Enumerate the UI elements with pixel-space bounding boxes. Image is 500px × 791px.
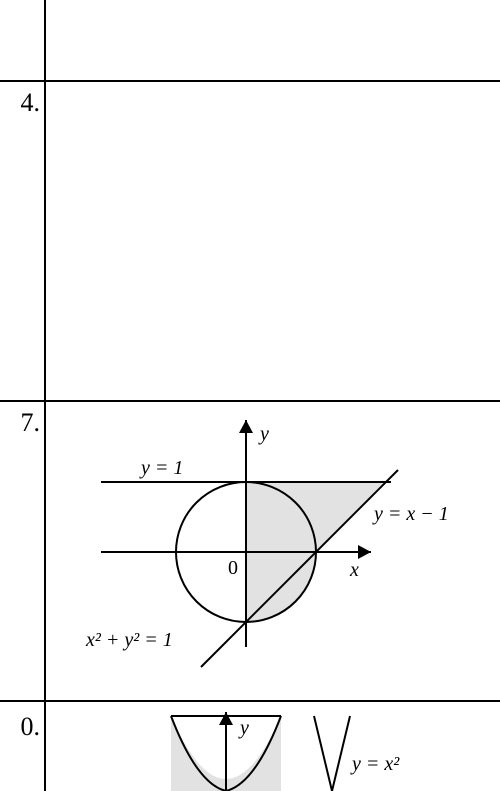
row-number-4: 4. [0,88,40,118]
label-y-equals-1: y = 1 [139,457,183,479]
label-y-equals-x2: y = x² [350,753,400,775]
figure-10-svg: y y = x² [46,702,500,791]
table-row-divider-1 [0,80,500,82]
figure-7-svg: y = 1 y y = x − 1 0 x x² + y² = 1 [46,402,500,698]
label-y-equals-x-minus-1: y = x − 1 [372,503,449,525]
row-number-7: 7. [0,408,40,438]
cell-7: y = 1 y y = x − 1 0 x x² + y² = 1 [46,402,500,698]
label-y-axis-10: y [238,717,249,739]
row-number-0: 0. [0,712,40,742]
figure-10: y y = x² [46,702,500,791]
figure-7: y = 1 y y = x − 1 0 x x² + y² = 1 [46,402,500,698]
label-x-axis: x [349,559,359,581]
outer-parabola-right-branch [332,716,350,791]
y-axis-arrow-10 [219,712,233,725]
label-origin: 0 [228,557,238,579]
cell-10: y y = x² [46,702,500,791]
outer-parabola-left-branch [314,716,332,791]
x-axis-arrow [358,545,371,559]
label-y-axis: y [258,423,269,445]
page: 4. 7. 0. y [0,0,500,791]
label-circle-eq: x² + y² = 1 [85,629,173,651]
y-axis-arrow [239,420,253,433]
